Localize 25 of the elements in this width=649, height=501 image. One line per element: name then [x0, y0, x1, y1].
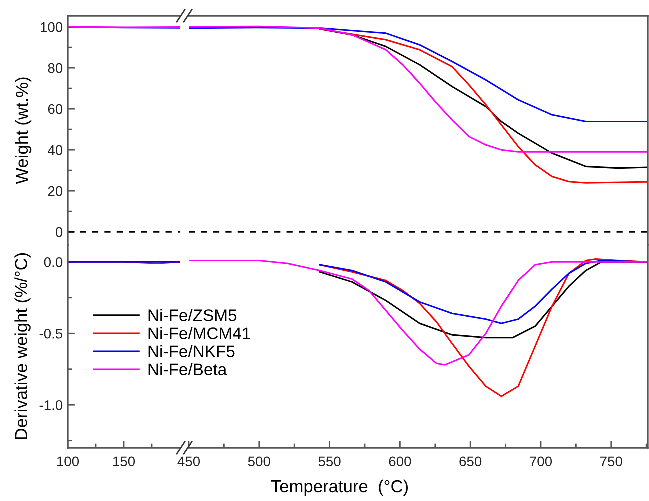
y-axis-title: Derivative weight (%/°C)	[14, 253, 31, 440]
x-tick-label: 650	[460, 456, 482, 467]
legend-label: Ni-Fe/NKF5	[148, 345, 235, 358]
x-tick-label: 700	[530, 456, 552, 467]
x-tick-label: 100	[57, 456, 80, 467]
x-axis-title: Temperature (°C)	[271, 480, 408, 496]
legend-label: Ni-Fe/ZSM5	[148, 309, 237, 322]
x-tick-label: 750	[600, 456, 622, 467]
x-tick-label: 600	[389, 456, 412, 467]
y-tick-label: 100	[41, 22, 63, 32]
x-tick-label: 500	[248, 456, 270, 467]
y-tick-label: 0	[56, 227, 63, 238]
x-tick-label: 550	[318, 456, 341, 467]
y-tick-label: 20	[48, 186, 63, 196]
y-tick-label: 80	[48, 63, 63, 74]
x-tick-label: 150	[113, 456, 136, 467]
y-tick-label: -0.5	[40, 328, 63, 339]
x-tick-label: 450	[178, 456, 200, 467]
y-tick-label: 0.0	[44, 257, 63, 268]
y-axis-title: Weight (wt.%)	[15, 78, 32, 184]
legend-label: Ni-Fe/Beta	[148, 363, 228, 376]
legend-label: Ni-Fe/MCM41	[148, 327, 250, 340]
y-tick-label: -1.0	[40, 400, 63, 410]
y-tick-label: 60	[48, 104, 63, 114]
y-tick-label: 40	[48, 145, 63, 156]
